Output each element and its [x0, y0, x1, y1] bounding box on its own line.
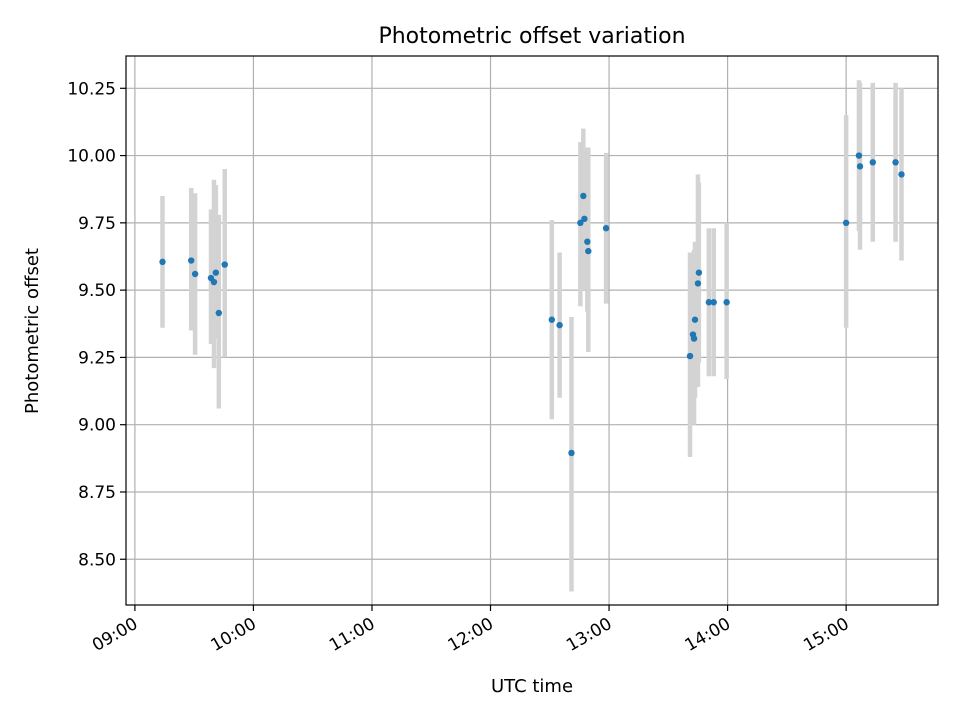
y-tick-label: 9.50 [78, 281, 116, 301]
y-axis-label: Photometric offset [22, 248, 43, 414]
data-point [690, 335, 698, 342]
data-point [691, 316, 699, 323]
data-point [210, 278, 218, 286]
y-tick-label: 9.00 [78, 416, 116, 436]
plot-frame [125, 55, 939, 606]
data-point [602, 225, 610, 232]
y-tick-label: 9.75 [78, 214, 116, 234]
x-tick-label: 10:00 [207, 614, 259, 656]
chart-title: Photometric offset variation [378, 24, 685, 49]
data-point [869, 159, 877, 166]
data-point [577, 219, 584, 227]
data-point [855, 152, 863, 159]
data-point [580, 192, 587, 200]
data-point [191, 270, 199, 278]
x-tick-label: 12:00 [445, 614, 497, 656]
data-point [856, 163, 864, 170]
data-point [694, 280, 702, 287]
data-point [892, 159, 899, 166]
x-axis-ticks: 09:00 10:00 11:00 12:00 13:00 14:00 15:00 [89, 605, 853, 656]
data-point [705, 299, 713, 306]
x-tick-label: 11:00 [326, 614, 378, 656]
data-point [215, 309, 223, 317]
data-point [187, 257, 195, 264]
data-points [159, 152, 905, 457]
y-tick-label: 10.25 [67, 79, 116, 99]
x-axis-label: UTC time [491, 676, 573, 697]
x-tick-label: 13:00 [563, 614, 615, 656]
data-point [212, 269, 220, 276]
x-tick-label: 15:00 [800, 614, 852, 656]
data-point [710, 299, 717, 306]
data-point [159, 258, 166, 266]
data-point [898, 171, 905, 178]
grid [126, 56, 938, 605]
data-point [585, 247, 592, 255]
data-point [568, 449, 575, 457]
data-point [556, 321, 563, 329]
data-point [686, 352, 694, 360]
data-point [584, 238, 591, 245]
x-tick-label: 09:00 [89, 614, 141, 656]
data-point [842, 219, 850, 227]
data-point [548, 316, 555, 323]
y-tick-label: 10.00 [67, 147, 116, 167]
y-axis-ticks: 8.50 8.75 9.00 9.25 9.50 9.75 10.00 10.25 [67, 79, 126, 570]
data-point [581, 215, 588, 223]
data-point [221, 261, 228, 268]
y-tick-label: 9.25 [78, 348, 116, 368]
x-tick-label: 14:00 [682, 614, 734, 656]
data-point [695, 269, 703, 276]
errorbars [160, 80, 904, 592]
y-tick-label: 8.75 [78, 483, 116, 503]
y-tick-label: 8.50 [78, 550, 116, 570]
data-point [723, 299, 730, 306]
